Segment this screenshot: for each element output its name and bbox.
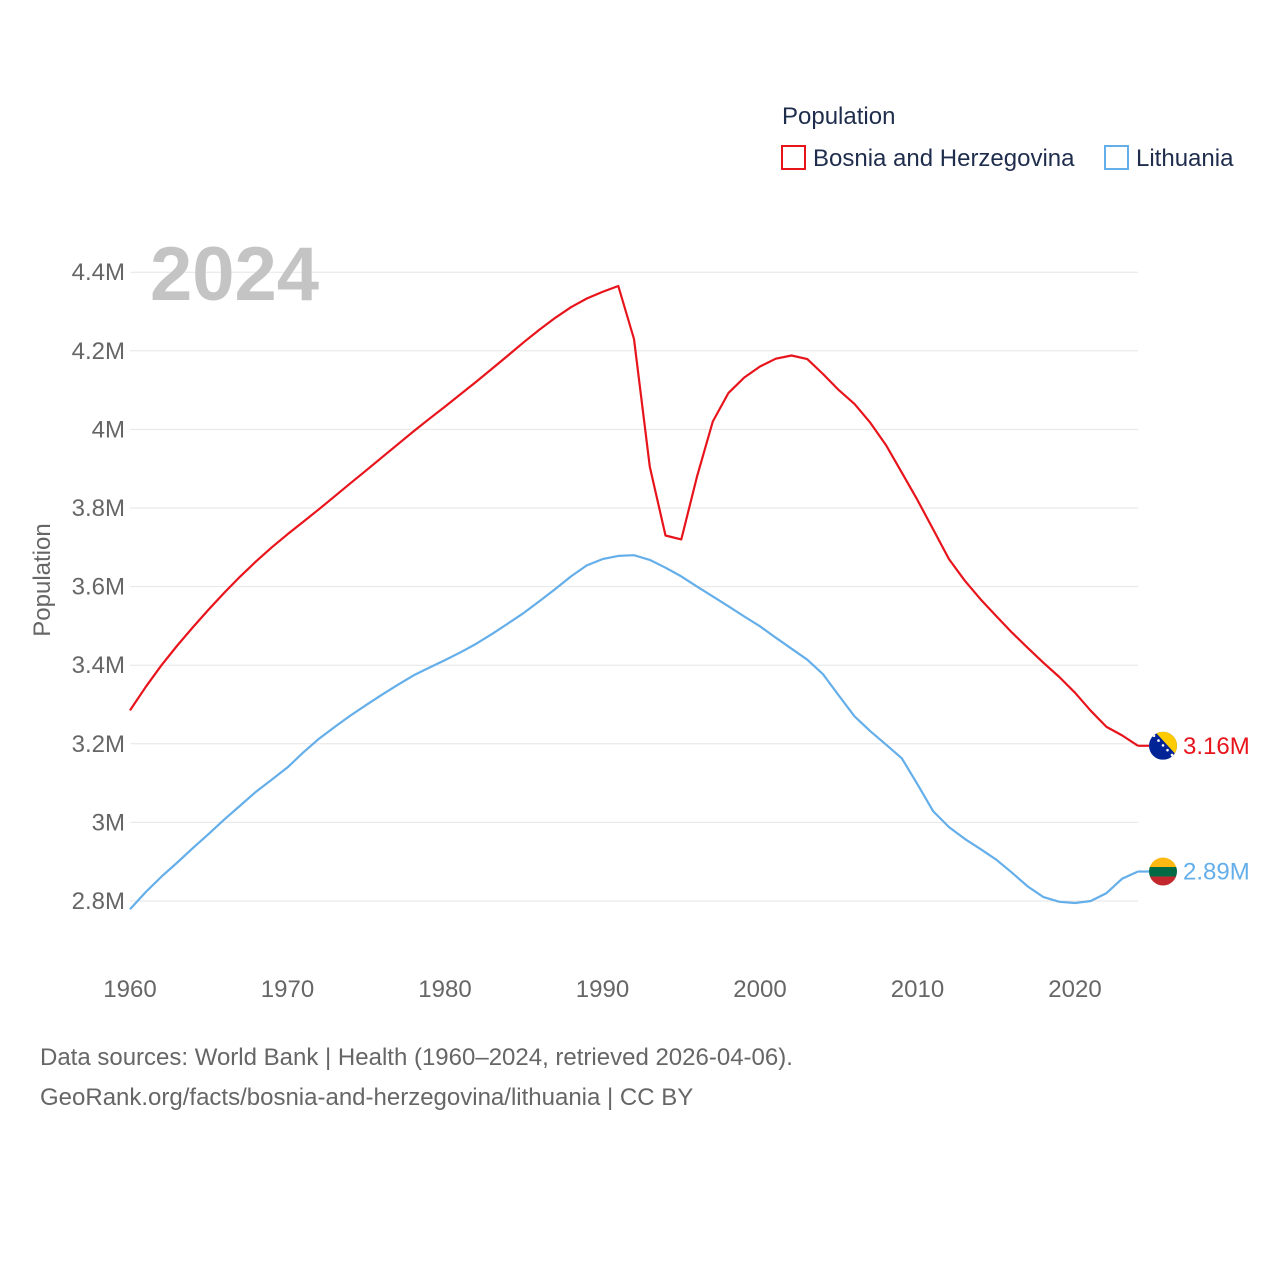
x-tick-label: 2020 [1048, 976, 1101, 1003]
legend-item-bosnia[interactable]: Bosnia and Herzegovina [781, 145, 1075, 172]
y-axis-ticks: 2.8M 3M 3.2M 3.4M 3.6M 3.8M 4M 4.2M 4.4M [72, 259, 125, 915]
end-value-label: 2.89M [1183, 859, 1250, 886]
x-tick-label: 1980 [418, 976, 471, 1003]
y-axis-title: Population [29, 523, 56, 636]
y-tick-label: 2.8M [72, 888, 125, 915]
legend-item-lithuania[interactable]: Lithuania [1104, 145, 1234, 172]
x-tick-label: 1970 [261, 976, 314, 1003]
series-lines [129, 284, 1139, 911]
gridlines [130, 271, 1138, 902]
end-markers: 3.16M 2.89M [1138, 731, 1250, 886]
legend: Population Bosnia and Herzegovina Lithua… [781, 103, 1234, 172]
bosnia-flag-icon [1149, 731, 1177, 760]
end-value-label: 3.16M [1183, 733, 1250, 760]
y-tick-label: 3.4M [72, 652, 125, 679]
x-tick-label: 1990 [576, 976, 629, 1003]
y-tick-label: 4.2M [72, 338, 125, 365]
x-axis-ticks: 1960 1970 1980 1990 2000 2010 2020 [103, 976, 1101, 1003]
legend-label-lithuania: Lithuania [1136, 145, 1234, 172]
legend-swatch-lithuania [1104, 145, 1129, 170]
y-tick-label: 3.8M [72, 495, 125, 522]
legend-label-bosnia: Bosnia and Herzegovina [813, 145, 1075, 172]
credit-link[interactable]: GeoRank.org/facts/bosnia-and-herzegovina… [40, 1084, 694, 1111]
y-tick-label: 3M [92, 809, 125, 836]
x-tick-label: 2000 [733, 976, 786, 1003]
y-tick-label: 3.6M [72, 574, 125, 601]
lithuania-flag-icon [1149, 857, 1177, 886]
y-tick-label: 3.2M [72, 731, 125, 758]
data-sources-note: Data sources: World Bank | Health (1960–… [40, 1044, 793, 1071]
year-label: 2024 [150, 232, 319, 317]
legend-swatch-bosnia [781, 145, 806, 170]
y-tick-label: 4.4M [72, 259, 125, 286]
y-tick-label: 4M [92, 416, 125, 443]
series-line-lithuania[interactable] [129, 554, 1139, 911]
x-tick-label: 2010 [891, 976, 944, 1003]
legend-title: Population [782, 103, 895, 130]
series-line-bosnia[interactable] [129, 284, 1139, 747]
x-tick-label: 1960 [103, 976, 156, 1003]
